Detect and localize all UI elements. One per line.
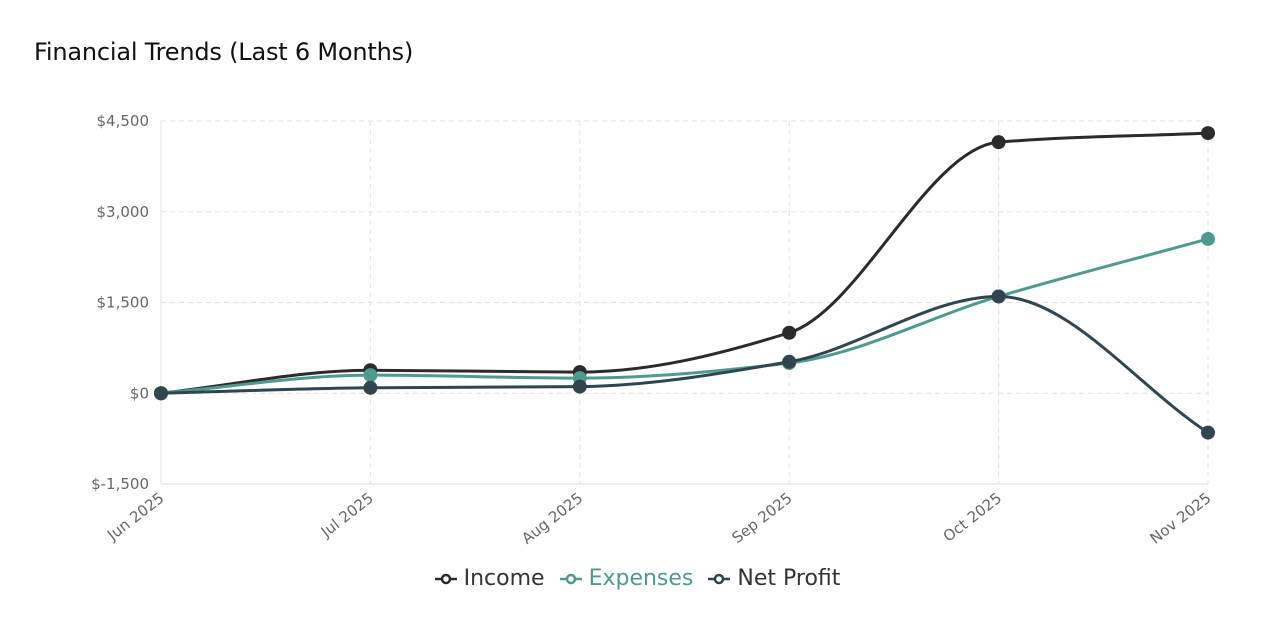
x-tick-label: Nov 2025: [1146, 489, 1214, 548]
series-line-income: [159, 131, 1210, 395]
series-income: [154, 126, 1215, 401]
data-point-expenses: [1201, 231, 1215, 246]
data-point-income: [1201, 126, 1215, 141]
y-tick-label: $3,000: [97, 203, 150, 221]
legend-marker-dot: [714, 573, 725, 584]
chart-legend: Income Expenses Net Profit: [0, 566, 1274, 591]
data-point-net-profit: [363, 380, 378, 395]
data-point-net-profit: [991, 289, 1006, 304]
data-point-net-profit: [1201, 425, 1215, 440]
x-tick-label: Aug 2025: [518, 489, 586, 548]
y-tick-label: $0: [130, 384, 149, 402]
x-tick-label: Jun 2025: [103, 489, 167, 545]
y-tick-label: $4,500: [97, 112, 150, 130]
data-point-net-profit: [572, 379, 587, 394]
x-tick-label: Jul 2025: [317, 489, 377, 541]
x-tick-label: Oct 2025: [940, 489, 1005, 546]
legend-marker-dot: [565, 573, 576, 584]
data-point-income: [991, 135, 1006, 150]
data-point-net-profit: [154, 386, 168, 401]
data-point-net-profit: [782, 354, 797, 369]
series-layer: [154, 126, 1215, 440]
legend-label: Net Profit: [737, 566, 841, 591]
legend-item-expenses[interactable]: Expenses: [559, 566, 694, 591]
legend-item-net-profit[interactable]: Net Profit: [707, 566, 840, 591]
data-point-expenses: [363, 368, 378, 383]
legend-marker-icon: [559, 573, 582, 584]
y-tick-label: $-1,500: [91, 475, 149, 493]
legend-marker-icon: [434, 573, 457, 584]
legend-label: Income: [463, 566, 545, 591]
data-point-income: [782, 325, 797, 340]
series-line-net-profit: [159, 294, 1210, 435]
legend-marker-icon: [708, 573, 731, 584]
y-tick-label: $1,500: [97, 294, 150, 312]
legend-label: Expenses: [588, 566, 694, 591]
legend-marker-dot: [440, 573, 451, 584]
series-net-profit: [154, 289, 1215, 440]
x-tick-label: Sep 2025: [728, 489, 795, 547]
legend-item-income[interactable]: Income: [434, 566, 545, 591]
grid-layer: [160, 120, 1209, 485]
axis-layer: $-1,500 $0 $1,500 $3,000 $4,500 Jun 2025 Jul 2…: [91, 112, 1214, 548]
series-expenses: [154, 231, 1215, 401]
chart-title: Financial Trends (Last 6 Months): [34, 38, 414, 66]
series-line-expenses: [159, 237, 1210, 395]
